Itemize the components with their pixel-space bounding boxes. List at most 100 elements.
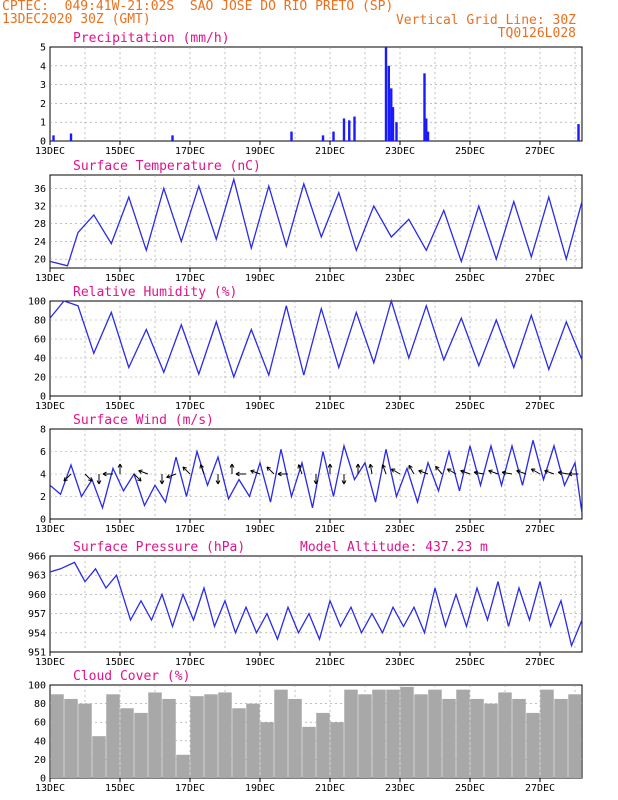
wind-arrow-head (343, 480, 347, 485)
wind-arrow-head (313, 480, 317, 485)
wind-arrow (460, 470, 471, 475)
wind-arrow-head (516, 470, 520, 474)
wind-arrow-head (435, 466, 437, 471)
cloud-bar (358, 694, 372, 778)
wind-arrow (408, 465, 415, 475)
y-tick-label: 80 (34, 699, 46, 710)
wind-arrow (447, 468, 457, 475)
precip-bar (69, 133, 73, 141)
wind-arrow-head (368, 463, 371, 469)
header-date-line: 13DEC2020 30Z (GMT) (2, 12, 151, 27)
x-tick-label: 23DEC (385, 783, 415, 794)
wind-arrow-head (488, 469, 493, 472)
panel-title: Surface Temperature (nC) (73, 159, 261, 174)
y-tick-label: 1 (40, 118, 46, 129)
header-model-code: TQ0126L028 (497, 26, 576, 41)
wind-arrow (166, 473, 177, 478)
precip-bar (390, 88, 393, 141)
wind-arrow-head (516, 469, 521, 472)
x-tick-label: 25DEC (455, 524, 485, 535)
wind-arrow-head (266, 466, 271, 469)
wind-arrow-head (418, 469, 423, 472)
header-station-line: CPTEC: 049:41W-21:02S SAO JOSE DO RIO PR… (2, 0, 394, 14)
wind-arrow-head (557, 471, 562, 476)
series-line (49, 298, 583, 380)
x-tick-label: 23DEC (385, 401, 415, 412)
wind-arrow-head (557, 470, 563, 473)
wind-arrow (391, 468, 401, 475)
cloud-bar (64, 698, 78, 778)
cloud-bar (246, 703, 260, 778)
wind-arrow-head (90, 477, 93, 482)
y-tick-label: 60 (34, 335, 46, 346)
x-tick-label: 13DEC (35, 783, 65, 794)
wind-arrow-head (235, 473, 240, 477)
x-tick-label: 27DEC (525, 273, 555, 284)
precip-bar (426, 131, 430, 141)
wind-arrow-head (369, 463, 374, 468)
wind-arrow-head (460, 470, 464, 474)
y-tick-label: 957 (28, 609, 46, 620)
panel-title: Surface Wind (m/s) (73, 413, 214, 428)
y-tick-label: 36 (34, 184, 46, 195)
x-tick-label: 21DEC (315, 146, 345, 157)
cloud-bar (414, 694, 428, 778)
precip-bar (387, 65, 390, 141)
wind-arrow-head (568, 471, 573, 475)
x-tick-label: 19DEC (245, 273, 275, 284)
cloud-bar (470, 698, 484, 778)
wind-arrow-head (139, 477, 142, 482)
wind-arrow-head (199, 464, 202, 469)
x-tick-label: 21DEC (315, 401, 345, 412)
x-tick-label: 13DEC (35, 657, 65, 668)
cloud-bar (134, 712, 148, 778)
panel-title: Relative Humidity (%) (73, 285, 237, 300)
wind-arrow-head (473, 471, 478, 476)
x-tick-label: 21DEC (315, 657, 345, 668)
wind-arrow-head (159, 480, 163, 485)
wind-arrow-head (138, 469, 143, 472)
x-tick-label: 27DEC (525, 524, 555, 535)
wind-arrow-head (418, 470, 422, 474)
series-line (49, 561, 583, 648)
precip-bar (395, 122, 398, 141)
cloud-bar (344, 689, 358, 778)
cloud-bar (218, 692, 232, 778)
x-tick-label: 19DEC (245, 401, 275, 412)
wind-arrow-head (217, 480, 221, 485)
cloud-bar (120, 708, 134, 778)
y-tick-label: 100 (28, 681, 46, 692)
wind-arrow-head (138, 470, 142, 474)
x-tick-label: 25DEC (455, 273, 485, 284)
header-grid-note: Vertical Grid Line: 30Z (395, 13, 576, 28)
precip-bar (425, 118, 428, 141)
wind-arrow-head (446, 468, 450, 473)
wind-arrow (418, 470, 429, 475)
x-tick-label: 27DEC (525, 146, 555, 157)
precip-bar (321, 135, 325, 141)
series-line (49, 440, 583, 514)
wind-arrow (84, 473, 93, 482)
x-tick-label: 23DEC (385, 146, 415, 157)
wind-arrow-head (200, 464, 204, 468)
wind-arrow-head (166, 476, 171, 479)
cloud-bar (176, 754, 190, 778)
y-tick-label: 960 (28, 590, 46, 601)
cloud-bar (148, 692, 162, 778)
wind-arrow-head (355, 463, 359, 468)
y-tick-label: 0 (40, 137, 46, 148)
precip-bar (332, 131, 335, 141)
wind-arrow-head (215, 480, 219, 485)
y-tick-label: 966 (28, 552, 46, 563)
wind-arrow-head (408, 464, 413, 468)
wind-arrow-head (63, 477, 66, 482)
x-tick-label: 15DEC (105, 273, 135, 284)
panel-frame (49, 174, 583, 269)
precip-bar (577, 124, 580, 141)
precip-bar (391, 107, 395, 141)
cloud-bar (274, 689, 288, 778)
cloud-bar (512, 698, 526, 778)
wind-arrow-head (182, 466, 185, 471)
wind-arrow (266, 466, 275, 475)
wind-arrow-head (501, 471, 506, 476)
